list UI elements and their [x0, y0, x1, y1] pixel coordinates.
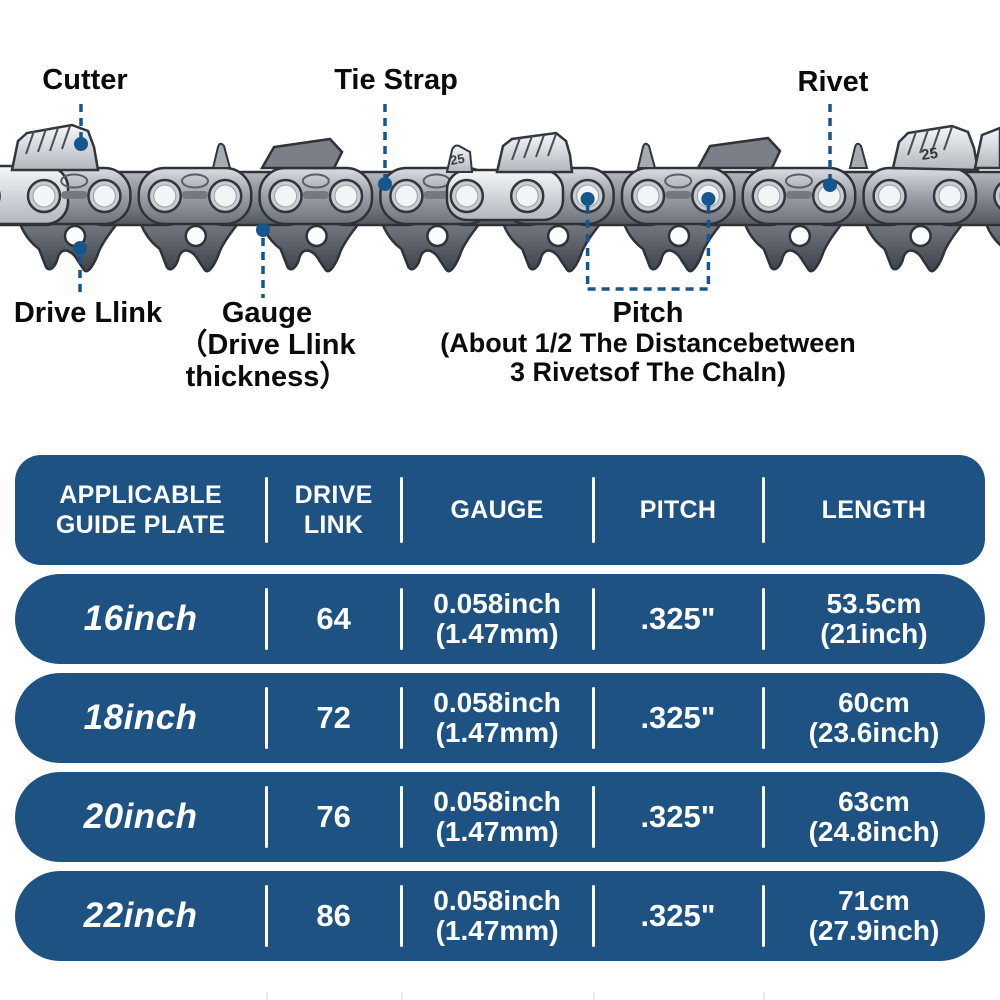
cell-pitch: .325" [592, 673, 763, 763]
table-row-22inch: 22inch 86 0.058inch (1.47mm) .325" 71cm … [15, 871, 985, 961]
cell-drive-link: 72 [265, 673, 401, 763]
gauge-dot [256, 223, 270, 237]
gauge-label-note2: thickness） [185, 361, 349, 393]
header-applicable-guide-plate: APPLICABLE GUIDE PLATE [55, 481, 226, 539]
pitch-dot-left [580, 192, 595, 206]
cell-drive-link: 76 [265, 772, 401, 862]
gauge-label: Gauge （Drive Llink thickness） [178, 297, 355, 393]
cell-length: 60cm (23.6inch) [761, 673, 985, 763]
cell-plate: 16inch [83, 599, 198, 638]
cell-gauge: 0.058inch (1.47mm) [400, 673, 593, 763]
cutter-label: Cutter [42, 64, 128, 96]
header-drive-link: DRIVE LINK [265, 455, 401, 565]
table-row-16inch: 16inch 64 0.058inch (1.47mm) .325" 53.5c… [15, 574, 985, 664]
cell-gauge: 0.058inch (1.47mm) [400, 871, 593, 961]
cutter-blade-right: 25 [891, 124, 1000, 172]
cutter-blade-left [10, 123, 100, 172]
tie-strap-dot [378, 177, 392, 191]
cell-drive-link: 64 [265, 574, 401, 664]
cell-gauge: 0.058inch (1.47mm) [400, 574, 593, 664]
tie-strap-bumper [259, 136, 782, 170]
chainsaw-chain-illustration: 25 25 [0, 104, 1000, 298]
cutter-dot [74, 137, 88, 151]
depth-gauge-fin [211, 142, 869, 169]
chain-parts-diagram: 25 25 [0, 0, 1000, 455]
table-row-18inch: 18inch 72 0.058inch (1.47mm) .325" 60cm … [15, 673, 985, 763]
cell-drive-link: 86 [265, 871, 401, 961]
cell-length: 71cm (27.9inch) [761, 871, 985, 961]
chain-stamp-25: 25 [449, 151, 466, 168]
spec-table-header: APPLICABLE GUIDE PLATE DRIVE LINK GAUGE … [15, 455, 985, 565]
spec-table: APPLICABLE GUIDE PLATE DRIVE LINK GAUGE … [15, 455, 985, 961]
gauge-label-title: Gauge [221, 297, 313, 329]
header-pitch: PITCH [592, 455, 763, 565]
drive-link-label: Drive Llink [13, 297, 163, 329]
pitch-label-note1: (About 1/2 The Distancebetween [440, 328, 856, 358]
drive-link-dot [73, 241, 87, 255]
cell-plate: 22inch [83, 896, 198, 935]
annotation-leaders [78, 104, 832, 298]
cell-pitch: .325" [592, 871, 763, 961]
gauge-label-note1: （Drive Llink [178, 329, 356, 361]
annotation-dots [73, 137, 837, 255]
cell-plate: 18inch [83, 698, 198, 737]
pitch-label-title: Pitch [612, 297, 684, 329]
cell-pitch: .325" [592, 574, 763, 664]
header-length: LENGTH [761, 455, 985, 565]
pitch-label: Pitch (About 1/2 The Distancebetween 3 R… [440, 297, 856, 387]
table-row-20inch: 20inch 76 0.058inch (1.47mm) .325" 63cm … [15, 772, 985, 862]
cell-pitch: .325" [592, 772, 763, 862]
cell-length: 63cm (24.8inch) [761, 772, 985, 862]
rivet-dot [823, 178, 837, 192]
tie-strap-label: Tie Strap [334, 64, 458, 96]
pitch-label-note2: 3 Rivetsof The Chaln) [509, 357, 787, 387]
cell-plate: 20inch [83, 797, 198, 836]
rivet-label: Rivet [797, 66, 869, 98]
chain-stamp-25: 25 [920, 145, 939, 164]
cell-length: 53.5cm (21inch) [761, 574, 985, 664]
header-gauge: GAUGE [400, 455, 593, 565]
cell-gauge: 0.058inch (1.47mm) [400, 772, 593, 862]
partial-next-row-hint [15, 992, 985, 1000]
pitch-dot-right [701, 192, 716, 206]
